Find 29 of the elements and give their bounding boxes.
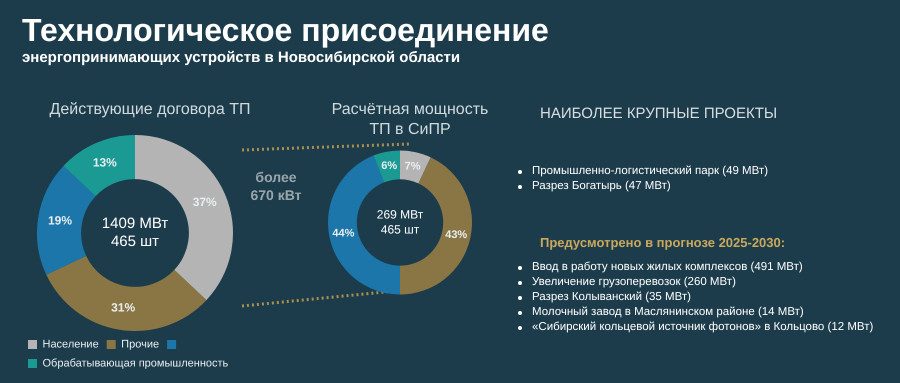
data-label: 19% bbox=[48, 213, 72, 228]
text: 465 шт bbox=[110, 233, 160, 250]
legend-label: Население bbox=[42, 338, 99, 351]
text: Молочный завод в Маслянинском районе (14 МВт) bbox=[532, 306, 804, 318]
text: Предусмотрено в прогнозе 2025-2030: bbox=[540, 235, 786, 250]
text: 269 МВт bbox=[376, 207, 424, 222]
data-label: 44% bbox=[332, 227, 355, 240]
text: 465 шт bbox=[380, 222, 420, 236]
text: Промышленно-логистический парк (49 МВт) bbox=[532, 165, 768, 177]
data-label: 6% bbox=[381, 160, 398, 172]
data-label: 31% bbox=[111, 300, 136, 314]
chart-title: Расчётная мощность ТП в СиПР bbox=[330, 100, 490, 140]
text: «Сибирский кольцевой источник фотонов» в Кольцово (12 МВт) bbox=[532, 321, 874, 333]
data-label: 37% bbox=[192, 195, 218, 210]
legend-label: Обрабатывающая промышленность bbox=[42, 358, 229, 370]
text: Ввод в работу новых жилых комплексов (491 МВт) bbox=[532, 261, 803, 273]
text: Увеличение грузоперевозок (260 МВт) bbox=[532, 276, 736, 288]
text: Технологическое присоединение bbox=[22, 12, 549, 48]
chart-title: Действующие договора ТП bbox=[48, 100, 252, 120]
data-label: 43% bbox=[445, 229, 468, 242]
text: Разрез Богатырь (47 МВт) bbox=[532, 180, 671, 192]
text: более 670 кВт bbox=[249, 168, 303, 204]
data-label: 7% bbox=[404, 160, 421, 172]
text: Разрез Колыванский (35 МВт) bbox=[532, 291, 691, 303]
data-label: 13% bbox=[92, 156, 118, 170]
text: энергопринимающих устройств в Новосибирской области bbox=[22, 48, 460, 68]
legend-label: Прочие bbox=[121, 338, 160, 351]
text: НАИБОЛЕЕ КРУПНЫЕ ПРОЕКТЫ bbox=[540, 105, 778, 122]
text: 1409 МВт bbox=[102, 215, 168, 232]
